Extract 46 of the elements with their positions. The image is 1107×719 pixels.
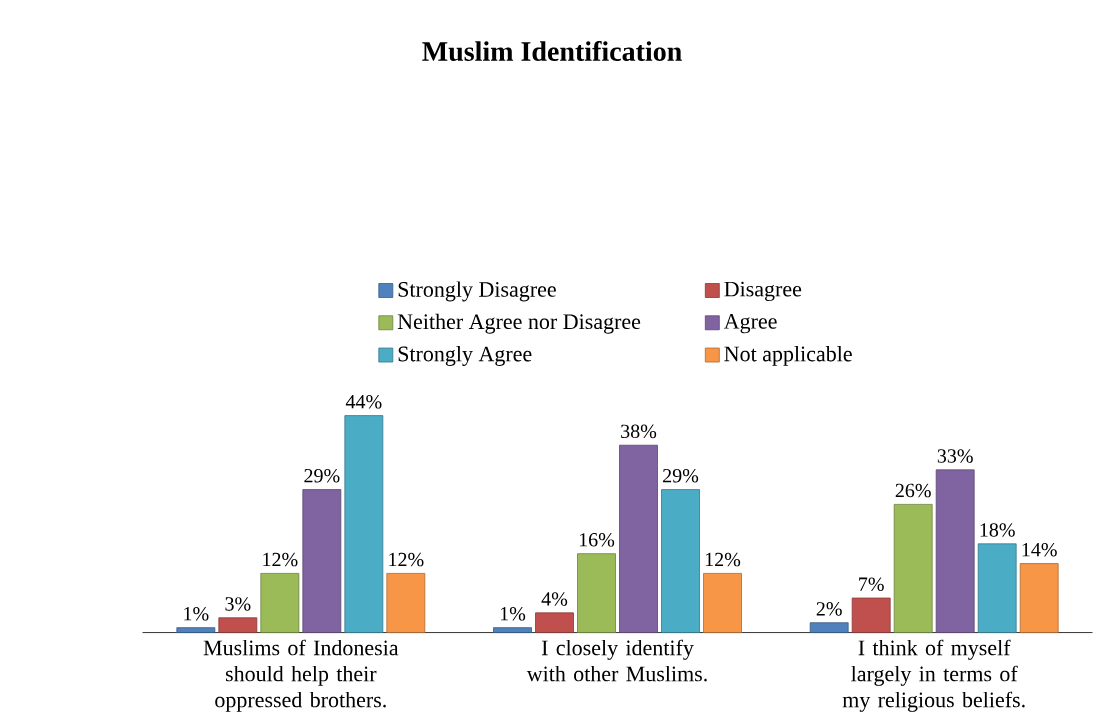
bar (809, 622, 849, 634)
legend-label: Neither Agree nor Disagree (397, 313, 641, 334)
bar (344, 415, 384, 634)
bar (386, 573, 426, 634)
data-label: 12% (705, 553, 741, 567)
legend-label: Disagree (724, 281, 802, 302)
data-label: 14% (1022, 543, 1057, 557)
bar (493, 627, 532, 634)
data-label: 26% (895, 483, 931, 498)
legend-label: Agree (723, 314, 777, 334)
bar (302, 489, 342, 634)
data-label: 12% (389, 553, 424, 567)
data-label: 2% (816, 602, 842, 616)
bar (935, 469, 975, 634)
bar (977, 543, 1017, 634)
legend-label: Strongly Agree (398, 346, 532, 367)
bar (851, 597, 891, 634)
data-label: 4% (541, 592, 568, 606)
x-tick-label: I think of myself largely in terms of my religious beliefs. (842, 639, 1025, 713)
bar (893, 504, 933, 634)
data-label: 12% (263, 553, 298, 567)
chart-title: Muslim Identification (422, 41, 682, 62)
data-label: 7% (859, 577, 884, 592)
bar (218, 617, 258, 634)
data-label: 44% (345, 395, 382, 409)
legend-label: Strongly Disagree (398, 281, 556, 302)
bar (703, 573, 742, 634)
data-label: 1% (500, 607, 526, 621)
data-label: 3% (225, 597, 251, 611)
data-label: 38% (621, 424, 657, 439)
data-label: 29% (304, 469, 340, 483)
bar (535, 612, 574, 634)
x-tick-label: Muslims of Indonesia should help their oppressed brothers. (203, 639, 399, 713)
x-tick-label: I closely identify with other Muslims. (526, 639, 707, 682)
data-label: 29% (663, 469, 699, 483)
legend-label: Not applicable (724, 346, 852, 367)
data-label: 16% (579, 533, 615, 547)
bar (1019, 563, 1059, 634)
bar (619, 445, 658, 634)
bar (260, 573, 300, 634)
bar (661, 489, 700, 634)
data-label: 18% (980, 523, 1015, 537)
bar (176, 627, 216, 634)
data-label: 1% (184, 607, 209, 621)
bar (577, 553, 616, 634)
data-label: 33% (937, 449, 973, 463)
